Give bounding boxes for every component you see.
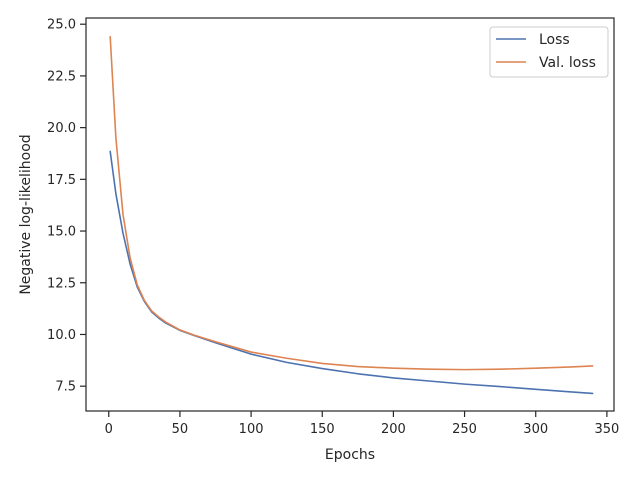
x-tick-label: 50 xyxy=(172,422,189,437)
y-tick-label: 10.0 xyxy=(47,328,76,343)
legend-label-val-loss: Val. loss xyxy=(539,55,596,71)
y-tick-label: 17.5 xyxy=(47,173,76,188)
x-tick-label: 300 xyxy=(523,422,548,437)
y-tick-label: 25.0 xyxy=(47,18,76,33)
series-line-val-loss xyxy=(109,35,594,371)
x-axis-label: Epochs xyxy=(325,447,375,463)
x-tick-label: 150 xyxy=(310,422,335,437)
series-layer xyxy=(109,35,594,395)
y-tick-label: 20.0 xyxy=(47,121,76,136)
legend-label-loss: Loss xyxy=(539,32,570,48)
x-tick-label: 350 xyxy=(594,422,619,437)
y-tick-label: 12.5 xyxy=(47,276,76,291)
plot-frame xyxy=(85,17,615,412)
x-tick-label: 250 xyxy=(452,422,477,437)
x-tick-label: 100 xyxy=(239,422,264,437)
series-line-loss xyxy=(109,150,594,395)
x-tick-label: 0 xyxy=(105,422,113,437)
y-tick-label: 15.0 xyxy=(47,225,76,240)
y-tick-label: 22.5 xyxy=(47,69,76,84)
ticks-layer: 0 50 100 150 200 250 300 350 7.5 10.0 12.5 15.0 17.5… xyxy=(47,18,619,437)
y-tick-label: 7.5 xyxy=(55,380,76,395)
legend: Loss Val. loss xyxy=(489,26,609,78)
y-axis-label: Negative log-likelihood xyxy=(18,134,34,294)
x-tick-label: 200 xyxy=(381,422,406,437)
